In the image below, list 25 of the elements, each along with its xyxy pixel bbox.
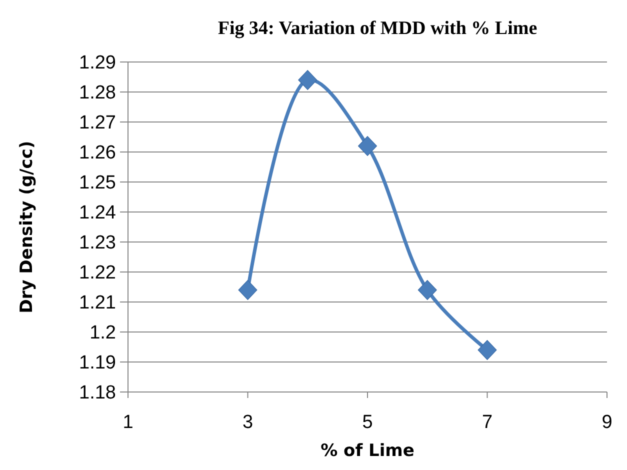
y-tick-label: 1.28 xyxy=(79,82,116,104)
x-tick-label: 9 xyxy=(602,412,612,433)
y-axis-title: Dry Density (g/cc) xyxy=(17,140,37,314)
point xyxy=(298,70,318,90)
y-tick-label: 1.23 xyxy=(79,232,116,254)
point xyxy=(478,340,497,360)
y-tick-label: 1.18 xyxy=(79,382,116,404)
chart-title: Fig 34: Variation of MDD with % Lime xyxy=(218,18,538,39)
x-axis-title: % of Lime xyxy=(320,441,414,461)
x-tick-label: 3 xyxy=(242,412,254,433)
x-tick-label: 5 xyxy=(362,412,373,433)
y-tick-label: 1.24 xyxy=(79,202,116,224)
point xyxy=(418,280,437,300)
y-tick-label: 1.25 xyxy=(79,172,116,194)
y-tick-label: 1.29 xyxy=(79,52,116,74)
y-tick-label: 1.21 xyxy=(79,292,116,314)
y-tick-label: 1.27 xyxy=(79,112,116,134)
y-tick-label: 1.22 xyxy=(79,262,116,284)
y-tick-label: 1.26 xyxy=(79,142,116,164)
y-tick-label: 1.19 xyxy=(79,352,116,374)
x-tick-label: 1 xyxy=(122,412,134,433)
x-tick-label: 7 xyxy=(482,412,493,433)
y-tick-label: 1.2 xyxy=(90,322,116,344)
point xyxy=(358,136,377,156)
point xyxy=(238,280,258,300)
